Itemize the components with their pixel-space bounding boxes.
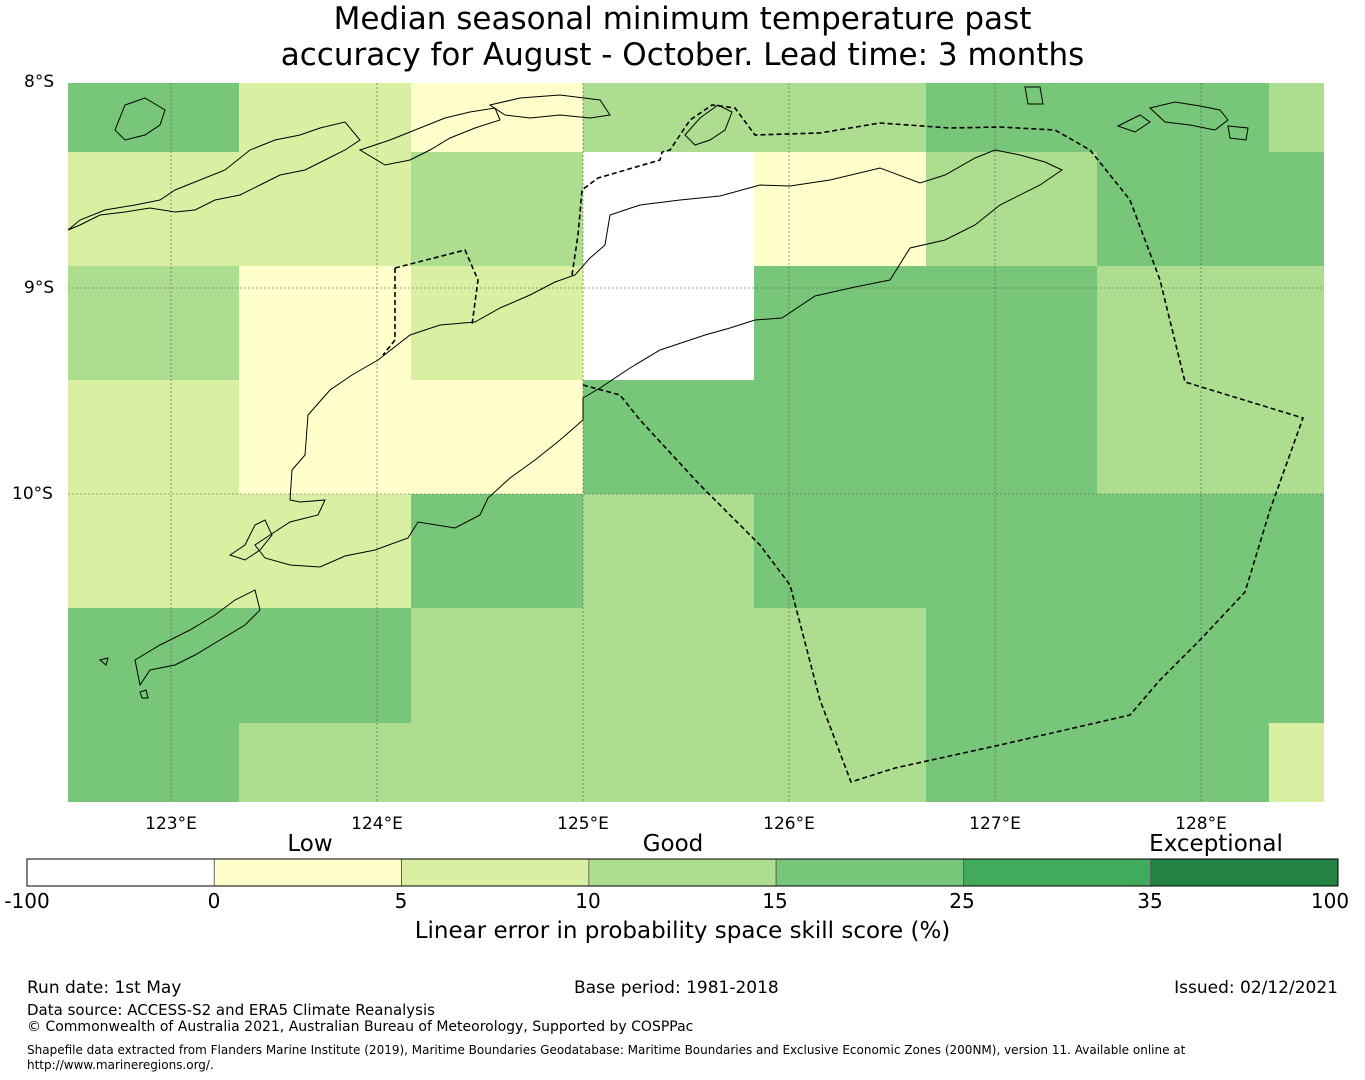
issued-date: Issued: 02/12/2021 xyxy=(1174,978,1338,998)
colorbar-tick: 25 xyxy=(949,889,975,913)
grid-cell xyxy=(1269,83,1324,152)
map-title-line-1: Median seasonal minimum temperature past xyxy=(333,1,1032,37)
colorbar-tick: 0 xyxy=(207,889,221,913)
colorbar-bin xyxy=(213,858,402,887)
grid-cell xyxy=(68,723,239,802)
lon-label-127e: 127°E xyxy=(969,814,1021,834)
copyright: © Commonwealth of Australia 2021, Austra… xyxy=(27,1019,694,1035)
grid-cell xyxy=(1097,494,1269,608)
grid-cell xyxy=(1269,266,1324,380)
grid-cell xyxy=(239,266,411,380)
grid-cell xyxy=(411,494,583,608)
colorbar-outline xyxy=(26,858,1339,887)
lon-label-125e: 125°E xyxy=(557,814,609,834)
colorbar-tick: 15 xyxy=(762,889,788,913)
colorbar-tick: 10 xyxy=(575,889,601,913)
grid-cell xyxy=(583,152,754,266)
grid-cell xyxy=(754,494,926,608)
grid-cell xyxy=(754,83,926,152)
base-period: Base period: 1981-2018 xyxy=(574,978,779,998)
grid-cell xyxy=(583,83,754,152)
grid-cell xyxy=(926,83,1097,152)
colorbar-category-exceptional: Exceptional xyxy=(1149,831,1283,857)
grid-cell xyxy=(926,608,1097,723)
skill-grid xyxy=(68,83,1324,802)
lon-label-126e: 126°E xyxy=(763,814,815,834)
grid-cell xyxy=(411,608,583,723)
grid-cell xyxy=(411,266,583,380)
colorbar-category-good: Good xyxy=(642,831,704,857)
lat-lon-gridlines xyxy=(68,83,1324,802)
grid-cell xyxy=(926,494,1097,608)
grid-cell xyxy=(239,723,411,802)
data-source: Data source: ACCESS-S2 and ERA5 Climate … xyxy=(27,1001,435,1019)
colorbar-bin xyxy=(26,858,215,887)
colorbar-tick: 100 xyxy=(1310,889,1350,913)
shapefile-credit-2: http://www.marineregions.org/. xyxy=(27,1058,214,1072)
colorbar-category-low: Low xyxy=(287,831,333,857)
grid-cell xyxy=(583,723,754,802)
grid-cell xyxy=(926,380,1097,494)
grid-cell xyxy=(68,494,239,608)
coastline xyxy=(67,86,1249,699)
colorbar-bin xyxy=(588,858,777,887)
grid-cell xyxy=(1097,723,1269,802)
grid-cell xyxy=(754,723,926,802)
grid-cell xyxy=(1269,723,1324,802)
grid-cell xyxy=(583,266,754,380)
colorbar-bin xyxy=(775,858,964,887)
grid-cell xyxy=(583,494,754,608)
grid-cell xyxy=(239,494,411,608)
lon-label-123e: 123°E xyxy=(145,814,197,834)
grid-cell xyxy=(239,380,411,494)
grid-cell xyxy=(754,152,926,266)
grid-cell xyxy=(926,152,1097,266)
grid-cell xyxy=(239,83,411,152)
skill-score-map xyxy=(67,83,1324,802)
map-title-line-2: accuracy for August - October. Lead time… xyxy=(280,37,1085,73)
colorbar-tick: 5 xyxy=(394,889,408,913)
grid-cell xyxy=(754,608,926,723)
grid-cell xyxy=(1097,83,1269,152)
grid-cell xyxy=(1269,608,1324,723)
colorbar-tick: -100 xyxy=(4,889,50,913)
grid-cell xyxy=(411,83,583,152)
grid-cell xyxy=(754,266,926,380)
grid-cell xyxy=(411,152,583,266)
grid-cell xyxy=(1097,266,1269,380)
grid-cell xyxy=(583,608,754,723)
lon-label-124e: 124°E xyxy=(351,814,403,834)
grid-cell xyxy=(1097,380,1269,494)
grid-cell xyxy=(68,380,239,494)
eez-boundaries xyxy=(382,104,1305,783)
grid-cell xyxy=(68,83,239,152)
colorbar-title: Linear error in probability space skill … xyxy=(414,918,951,944)
grid-cell xyxy=(239,152,411,266)
lat-label-8s: 8°S xyxy=(24,72,55,92)
colorbar xyxy=(26,858,1339,887)
lat-label-9s: 9°S xyxy=(24,278,55,298)
grid-cell xyxy=(239,608,411,723)
grid-cell xyxy=(1269,380,1324,494)
grid-cell xyxy=(411,723,583,802)
colorbar-bin xyxy=(401,858,590,887)
grid-cell xyxy=(1269,494,1324,608)
grid-cell xyxy=(68,266,239,380)
grid-cell xyxy=(1269,152,1324,266)
grid-cell xyxy=(1097,608,1269,723)
grid-cell xyxy=(68,608,239,723)
colorbar-bin xyxy=(963,858,1152,887)
grid-cell xyxy=(411,380,583,494)
grid-cell xyxy=(754,380,926,494)
lon-label-128e: 128°E xyxy=(1175,814,1227,834)
colorbar-bin xyxy=(1150,858,1339,887)
run-date: Run date: 1st May xyxy=(27,978,182,998)
grid-cell xyxy=(583,380,754,494)
colorbar-tick: 35 xyxy=(1137,889,1163,913)
lat-label-10s: 10°S xyxy=(12,484,53,504)
grid-cell xyxy=(1097,152,1269,266)
shapefile-credit-1: Shapefile data extracted from Flanders M… xyxy=(27,1043,1186,1057)
grid-cell xyxy=(926,266,1097,380)
grid-cell xyxy=(926,723,1097,802)
